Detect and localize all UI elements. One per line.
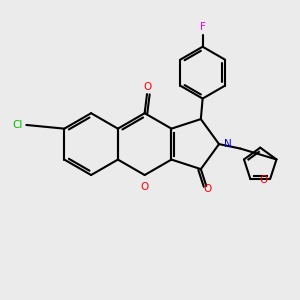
Text: N: N (224, 139, 232, 149)
Text: Cl: Cl (12, 120, 23, 130)
Text: O: O (143, 82, 152, 92)
Text: O: O (203, 184, 211, 194)
Text: O: O (140, 182, 149, 191)
Text: F: F (200, 22, 206, 32)
Text: O: O (259, 175, 267, 185)
